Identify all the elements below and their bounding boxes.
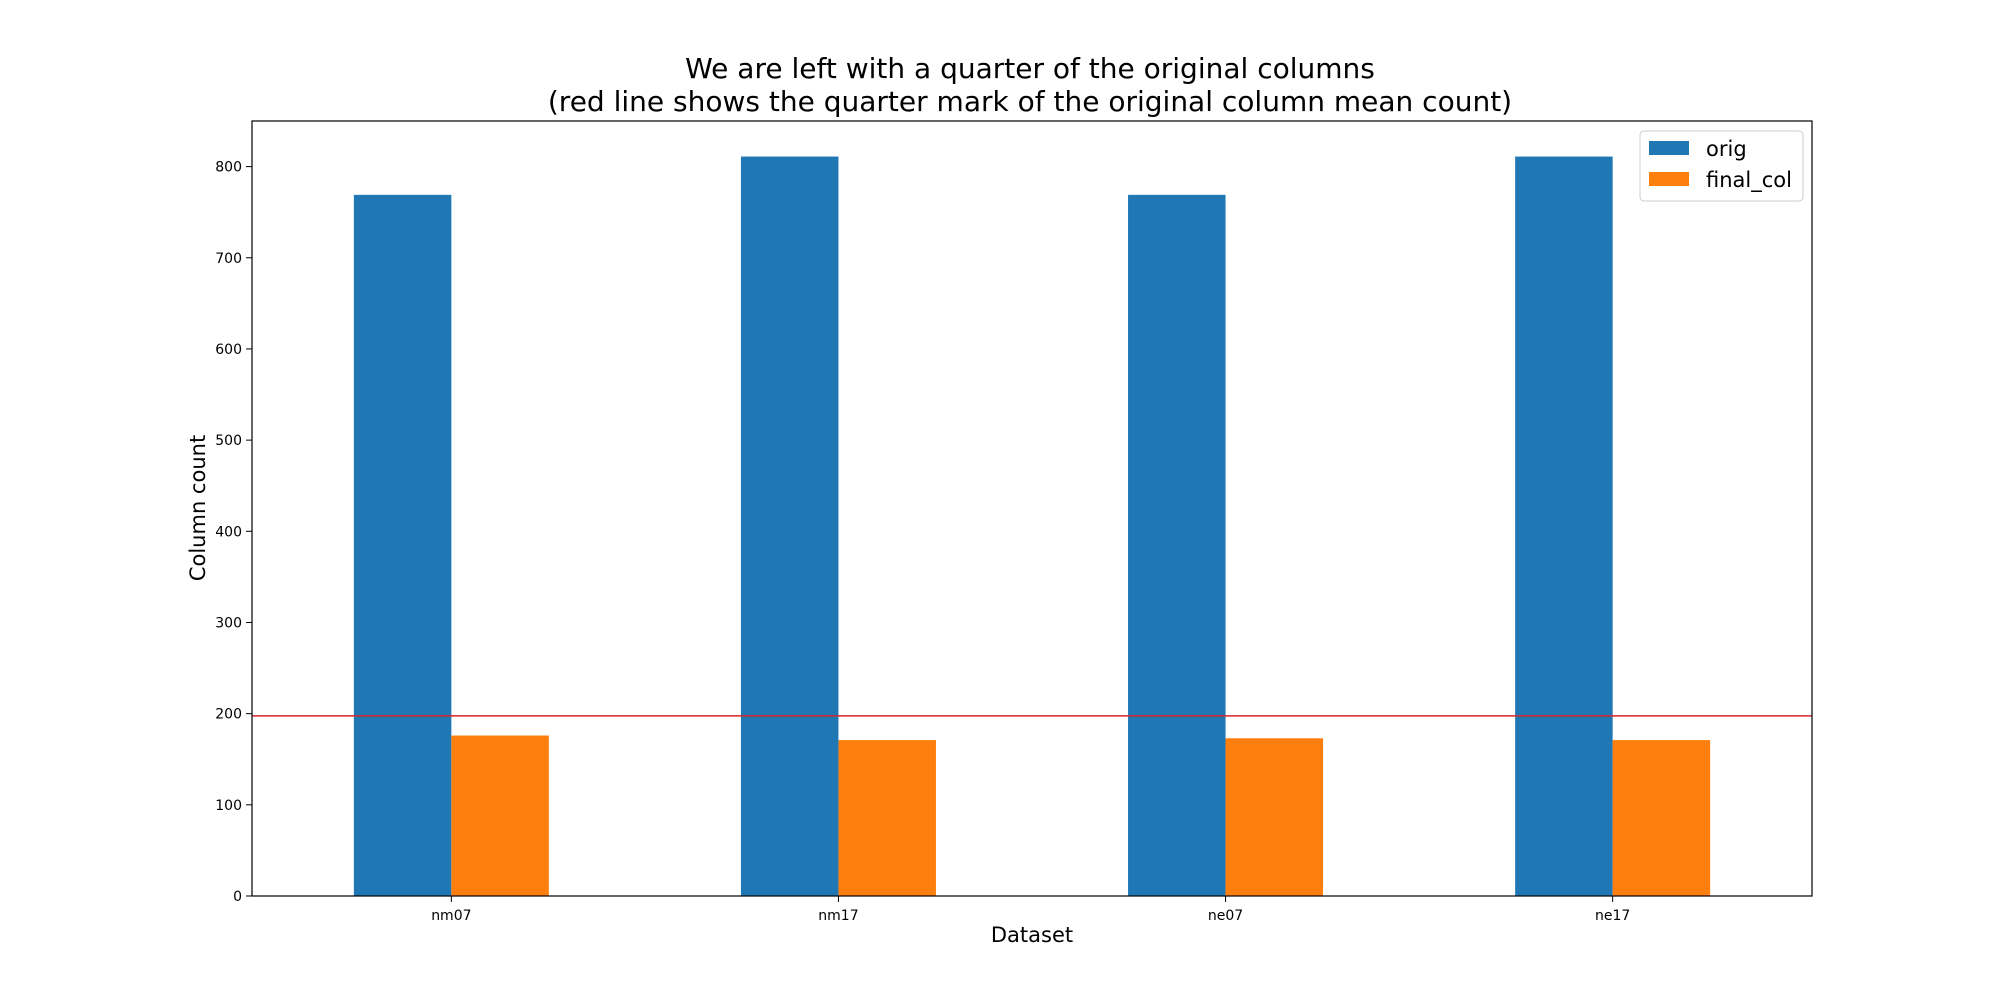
bar-final-col-ne17 — [1612, 740, 1711, 896]
legend-label-orig: orig — [1706, 137, 1747, 161]
bar-orig-ne07 — [1128, 194, 1226, 897]
bar-final-col-ne07 — [1225, 738, 1324, 896]
bar-orig-nm17 — [740, 156, 839, 896]
x-axis: nm07 nm17 ne07 ne17 — [431, 896, 1630, 924]
plot-frame — [251, 120, 1813, 897]
chart-subtitle: (red line shows the quarter mark of the … — [548, 85, 1512, 118]
y-tick-label: 300 — [215, 615, 242, 631]
bar-final-col-nm17 — [838, 740, 936, 896]
x-tick-label: ne17 — [1595, 908, 1630, 924]
y-axis: 0 100 200 300 400 500 600 700 800 — [215, 160, 252, 905]
y-axis-label: Column count — [186, 435, 210, 581]
bar-orig-ne17 — [1515, 156, 1613, 896]
y-tick-label: 800 — [215, 160, 242, 176]
bar-orig-nm07 — [353, 194, 452, 897]
y-tick-label: 0 — [233, 889, 242, 905]
y-tick-label: 700 — [215, 251, 242, 267]
chart-title: We are left with a quarter of the origin… — [685, 52, 1375, 85]
y-tick-label: 500 — [215, 433, 242, 449]
bar-final-col-nm07 — [451, 735, 549, 896]
legend: orig final_col — [1639, 130, 1804, 202]
y-tick-label: 400 — [215, 524, 242, 540]
legend-swatch-orig — [1649, 141, 1689, 155]
y-tick-label: 100 — [215, 798, 242, 814]
y-tick-label: 600 — [215, 342, 242, 358]
x-tick-label: ne07 — [1208, 908, 1243, 924]
bars-group — [353, 156, 1711, 897]
x-tick-label: nm17 — [818, 908, 858, 924]
y-tick-label: 200 — [215, 707, 242, 723]
x-axis-label: Dataset — [991, 923, 1073, 947]
legend-label-final-col: final_col — [1706, 168, 1792, 193]
x-tick-label: nm07 — [431, 908, 471, 924]
legend-swatch-final-col — [1649, 172, 1689, 186]
